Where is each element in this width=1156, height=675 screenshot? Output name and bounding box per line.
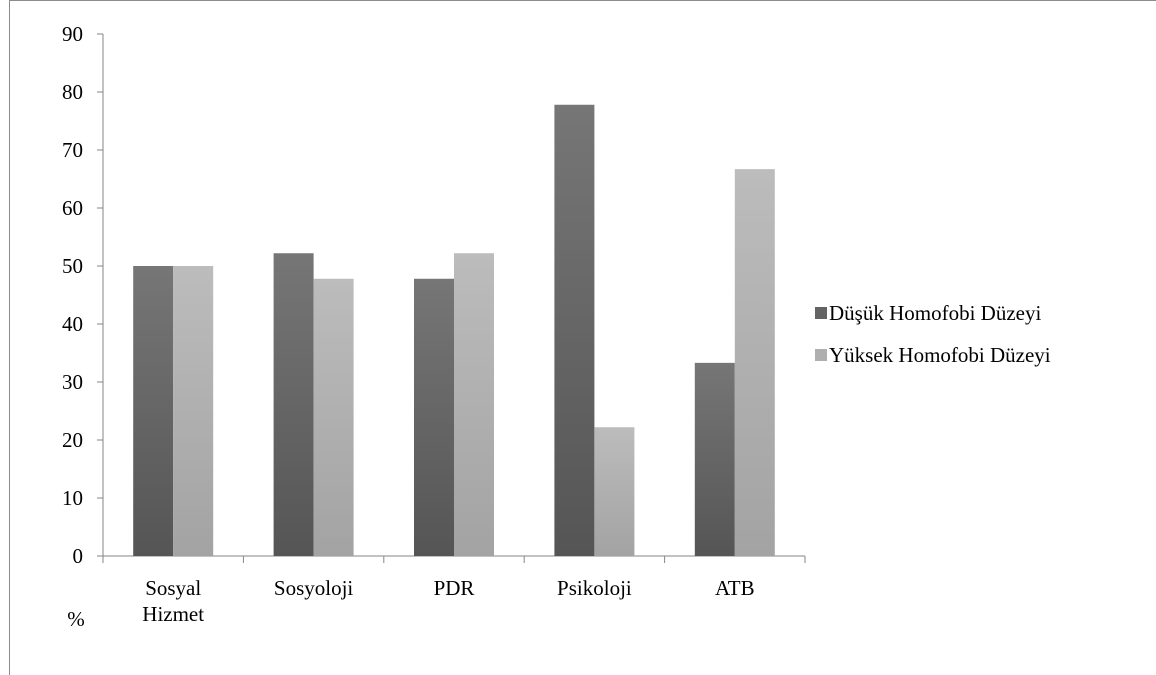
x-tick-label: Hizmet <box>142 602 204 626</box>
y-tick-label: 90 <box>62 22 83 46</box>
y-tick-label: 0 <box>73 544 84 568</box>
x-tick-label: PDR <box>434 576 475 600</box>
x-tick-label: ATB <box>715 576 755 600</box>
y-axis-label: % <box>67 607 85 631</box>
y-tick-label: 50 <box>62 254 83 278</box>
bar-yuksek-2 <box>454 253 494 557</box>
x-tick-label: Psikoloji <box>557 576 632 600</box>
legend: Düşük Homofobi Düzeyi Yüksek Homofobi Düz… <box>815 301 1051 367</box>
y-tick-label: 70 <box>62 138 83 162</box>
bar-dusuk-2 <box>414 278 454 556</box>
x-tick-label: Sosyal <box>145 576 201 600</box>
y-tick-label: 60 <box>62 196 83 220</box>
bar-dusuk-0 <box>133 266 174 556</box>
y-tick-label: 10 <box>62 486 83 510</box>
y-tick-label: 20 <box>62 428 83 452</box>
y-tick-label: 40 <box>62 312 83 336</box>
x-axis <box>102 555 806 563</box>
chart-frame <box>9 0 1156 675</box>
bar-yuksek-3 <box>594 427 635 556</box>
bar-yuksek-4 <box>734 169 775 556</box>
bar-dusuk-4 <box>694 362 735 556</box>
y-axis: 0 10 20 30 40 50 60 70 80 90 <box>62 22 104 568</box>
bar-yuksek-0 <box>173 266 214 556</box>
legend-label: Yüksek Homofobi Düzeyi <box>829 343 1051 367</box>
bar-yuksek-1 <box>313 278 354 556</box>
bars <box>133 104 775 557</box>
legend-swatch <box>815 307 827 319</box>
y-tick-label: 80 <box>62 80 83 104</box>
legend-swatch <box>815 349 827 361</box>
legend-label: Düşük Homofobi Düzeyi <box>829 301 1041 325</box>
bar-dusuk-3 <box>554 104 595 556</box>
y-tick-label: 30 <box>62 370 83 394</box>
x-tick-label: Sosyoloji <box>274 576 354 600</box>
bar-dusuk-1 <box>273 253 314 557</box>
